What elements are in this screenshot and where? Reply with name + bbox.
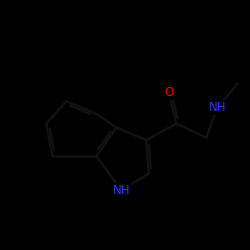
Text: NH: NH bbox=[209, 101, 226, 114]
Text: NH: NH bbox=[112, 184, 130, 196]
Text: O: O bbox=[164, 86, 173, 99]
